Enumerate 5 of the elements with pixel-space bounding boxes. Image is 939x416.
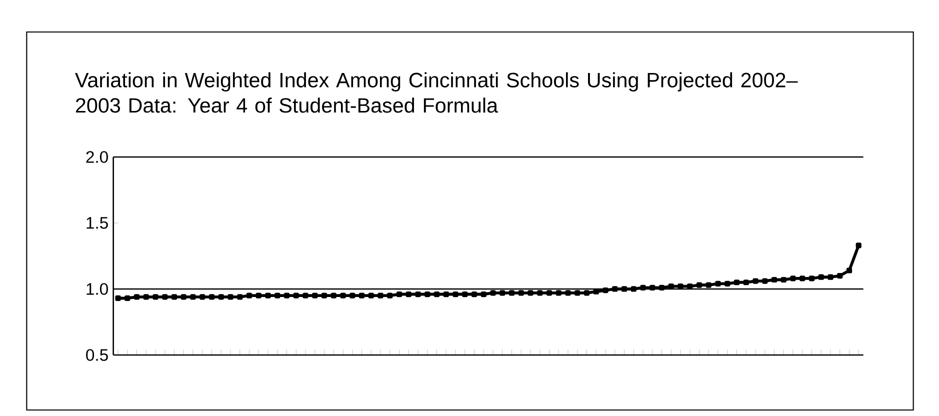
y-tick-label: 2.0	[86, 151, 108, 163]
y-tick-label: 1.5	[86, 217, 108, 229]
y-tick-label: 1.0	[86, 283, 108, 295]
y-tick-label: 0.5	[86, 349, 108, 361]
chart-title: Variation in Weighted Index Among Cincinnati Schools Using Projected 2002–2003 Data: Year 4 of Student-Based Formula	[75, 72, 798, 113]
